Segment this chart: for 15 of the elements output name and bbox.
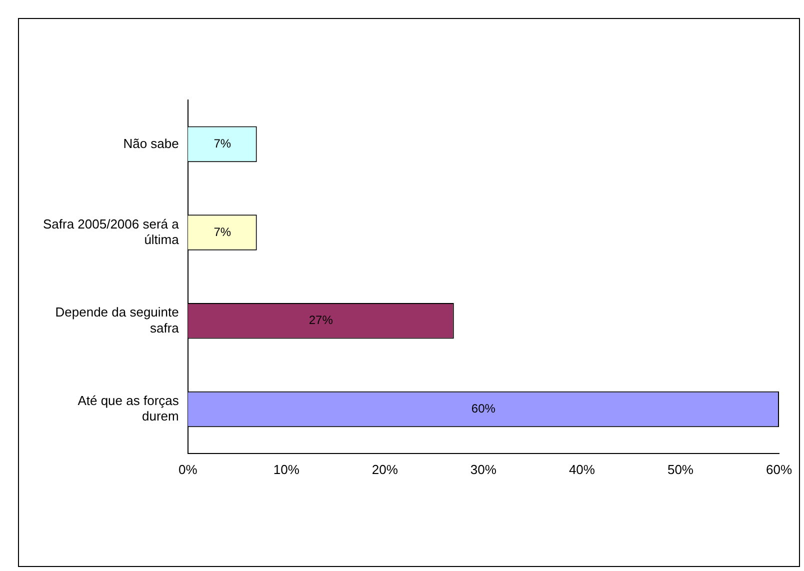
x-tick-label: 10% <box>273 462 300 477</box>
x-tick-label: 30% <box>470 462 497 477</box>
data-label: 60% <box>471 402 496 416</box>
y-tick-label: Não sabe <box>123 136 179 151</box>
x-tick-label: 60% <box>766 462 792 477</box>
y-tick-label: Até que as forças durem <box>78 393 180 424</box>
x-tick-label: 40% <box>568 462 596 477</box>
x-tick-label: 50% <box>667 462 694 477</box>
x-tick-label: 20% <box>372 462 398 477</box>
y-tick-label: Depende da seguinte safra <box>55 304 180 336</box>
data-label: 27% <box>308 313 334 328</box>
data-label: 7% <box>214 224 232 239</box>
x-tick-label: 0% <box>178 462 198 477</box>
y-tick-label: Safra 2005/2006 será a última <box>42 216 180 247</box>
data-label: 7% <box>214 136 232 150</box>
